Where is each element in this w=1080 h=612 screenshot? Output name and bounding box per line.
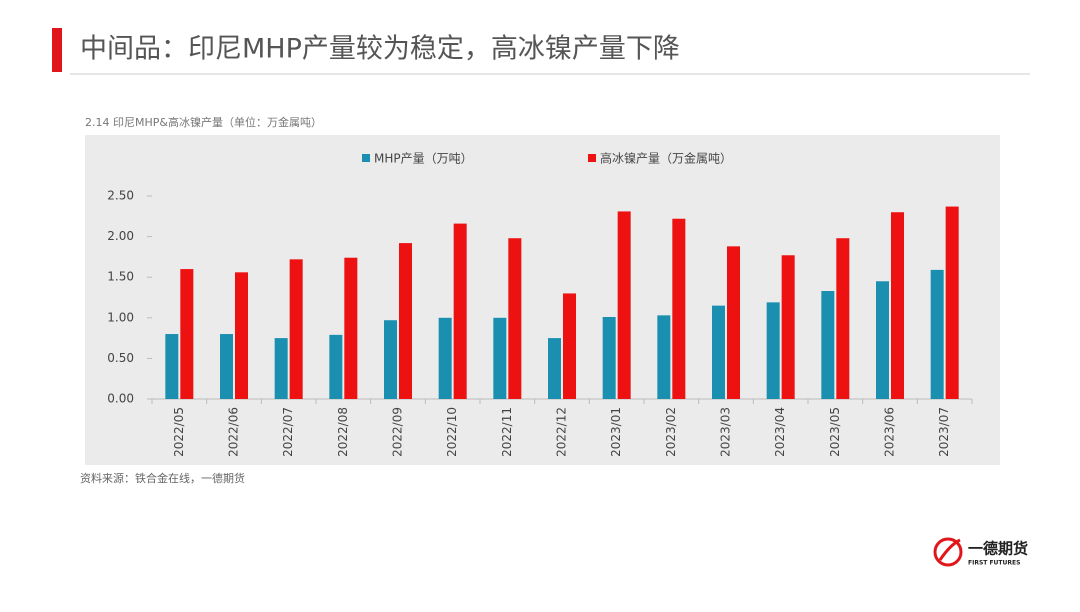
logo-swoosh xyxy=(938,538,961,561)
bar xyxy=(329,334,343,399)
y-tick-label: 0.00 xyxy=(107,392,134,406)
y-tick-label: 2.50 xyxy=(107,189,134,203)
bar xyxy=(821,291,835,399)
bar xyxy=(876,281,889,399)
x-tick-label: 2022/10 xyxy=(445,407,459,457)
bar xyxy=(438,317,452,399)
x-tick-label: 2022/11 xyxy=(500,407,514,457)
bar xyxy=(493,317,507,399)
x-tick-label: 2023/06 xyxy=(883,407,897,457)
x-tick-label: 2022/09 xyxy=(391,407,405,457)
bar xyxy=(657,315,671,399)
bar xyxy=(384,320,397,399)
y-tick-label: 0.50 xyxy=(107,351,134,365)
chart-title: 2.14 印尼MHP&高冰镍产量（单位：万金属吨） xyxy=(85,115,322,129)
bar xyxy=(344,257,358,399)
bar xyxy=(220,334,233,399)
bar xyxy=(508,238,522,399)
chart-background xyxy=(85,135,1000,465)
logo: 一德期货 FIRST FUTURES xyxy=(933,537,1028,567)
legend-swatch xyxy=(362,154,370,162)
x-tick-label: 2023/02 xyxy=(664,407,678,457)
bar xyxy=(235,272,248,399)
logo-subtitle: FIRST FUTURES xyxy=(968,560,1020,567)
bar xyxy=(165,334,179,399)
x-tick-label: 2023/01 xyxy=(609,407,623,457)
bar xyxy=(781,255,795,399)
bar xyxy=(399,243,412,399)
bar xyxy=(453,223,467,399)
bar xyxy=(727,246,740,399)
bar xyxy=(180,269,194,399)
y-tick-label: 1.50 xyxy=(107,270,134,284)
bar xyxy=(930,269,944,399)
title-accent xyxy=(52,28,62,72)
x-tick-label: 2022/06 xyxy=(227,407,241,457)
plot: 0.00 0.50 1.00 1.50 2.00 2.50 MHP产量（万吨） 高冰镍产量（万… xyxy=(107,151,973,457)
x-tick-label: 2023/07 xyxy=(937,407,951,457)
logo-mark xyxy=(933,537,963,567)
bar xyxy=(672,218,686,399)
y-tick-label: 2.00 xyxy=(107,229,134,243)
bar xyxy=(563,293,576,399)
bar xyxy=(548,338,561,399)
x-tick-label: 2023/03 xyxy=(719,407,733,457)
bar xyxy=(602,316,616,399)
logo-name: 一德期货 xyxy=(968,540,1028,558)
x-tick-label: 2023/05 xyxy=(828,407,842,457)
bar xyxy=(836,238,850,399)
bar xyxy=(712,305,725,399)
legend-label: 高冰镍产量（万金属吨） xyxy=(600,151,732,166)
bar xyxy=(289,259,303,399)
x-tick-label: 2023/04 xyxy=(773,407,787,457)
bar xyxy=(274,338,288,399)
legend-label: MHP产量（万吨） xyxy=(374,152,473,166)
bar xyxy=(766,302,780,399)
source: 资料来源：铁合金在线，一德期货 xyxy=(80,471,245,485)
bar xyxy=(945,206,959,399)
x-tick-label: 2022/08 xyxy=(336,407,350,457)
x-tick-label: 2022/12 xyxy=(555,407,569,457)
bar xyxy=(891,212,904,399)
slide-title: 中间品：印尼MHP产量较为稳定，高冰镍产量下降 xyxy=(80,34,680,65)
bar xyxy=(617,211,631,399)
legend-swatch xyxy=(588,154,596,162)
y-tick-label: 1.00 xyxy=(107,310,134,324)
x-tick-label: 2022/07 xyxy=(281,407,295,457)
x-tick-label: 2022/05 xyxy=(172,407,186,457)
